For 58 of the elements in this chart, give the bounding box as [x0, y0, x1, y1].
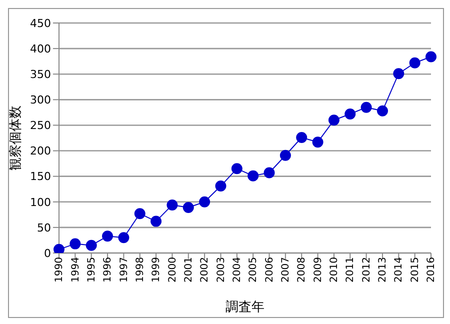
y-tick-label: 250: [30, 119, 51, 132]
point: [118, 232, 130, 244]
x-tick-label: 2009: [312, 257, 324, 282]
x-tick-label: 2016: [426, 257, 438, 282]
point: [150, 216, 162, 227]
point: [215, 180, 226, 192]
y-tick-label: 350: [30, 68, 51, 82]
point: [296, 132, 308, 143]
point: [182, 202, 194, 214]
x-tick-label: 2015: [410, 257, 421, 282]
y-tick-label: 200: [30, 144, 51, 158]
point: [102, 230, 114, 242]
x-tick-label: 2000: [167, 257, 178, 282]
x-tick-label: 1997: [118, 257, 130, 282]
point: [280, 150, 291, 161]
point: [231, 163, 242, 174]
point: [360, 102, 372, 113]
point: [393, 68, 404, 80]
y-tick-label: 300: [30, 94, 51, 107]
point: [312, 136, 324, 148]
point: [409, 57, 420, 68]
x-tick-label: 2003: [216, 257, 227, 282]
point: [86, 240, 97, 251]
x-axis-title: 調査年: [226, 300, 264, 315]
point: [264, 167, 275, 178]
x-tick-label: 1995: [86, 257, 98, 282]
y-tick-label: 150: [30, 170, 51, 184]
point: [344, 108, 356, 120]
point: [166, 199, 178, 210]
point: [70, 238, 81, 250]
x-tick-label: 1996: [102, 257, 114, 282]
x-tick-label: 2013: [378, 257, 389, 282]
point: [376, 105, 388, 116]
point: [328, 114, 340, 126]
point: [248, 170, 259, 182]
point: [134, 208, 146, 220]
y-tick-label: 450: [30, 16, 51, 30]
point: [426, 51, 436, 62]
x-tick-label: 2012: [361, 257, 372, 282]
x-tick-label: 2010: [329, 257, 340, 282]
x-tick-label: 2008: [296, 257, 308, 282]
x-tick-label: 1999: [151, 257, 162, 282]
x-tick-label: 1990: [54, 257, 66, 282]
x-tick-label: 2005: [248, 257, 260, 282]
y-tick-label: 50: [37, 221, 51, 234]
x-tick-label: 2011: [345, 257, 356, 282]
y-tick-label: 100: [30, 196, 51, 209]
x-tick-label: 2004: [232, 257, 244, 282]
y-tick-label: 400: [30, 42, 51, 56]
x-tick-label: 2006: [264, 257, 276, 282]
y-tick-label: 0: [44, 246, 51, 260]
x-tick-label: 2007: [280, 257, 292, 282]
x-tick-label: 2014: [394, 257, 405, 282]
x-tick-label: 1998: [134, 257, 146, 282]
x-tick-label: 1994: [70, 257, 82, 282]
x-tick-label: 2001: [183, 257, 194, 282]
point: [199, 196, 210, 208]
x-tick-label: 2002: [200, 257, 211, 282]
